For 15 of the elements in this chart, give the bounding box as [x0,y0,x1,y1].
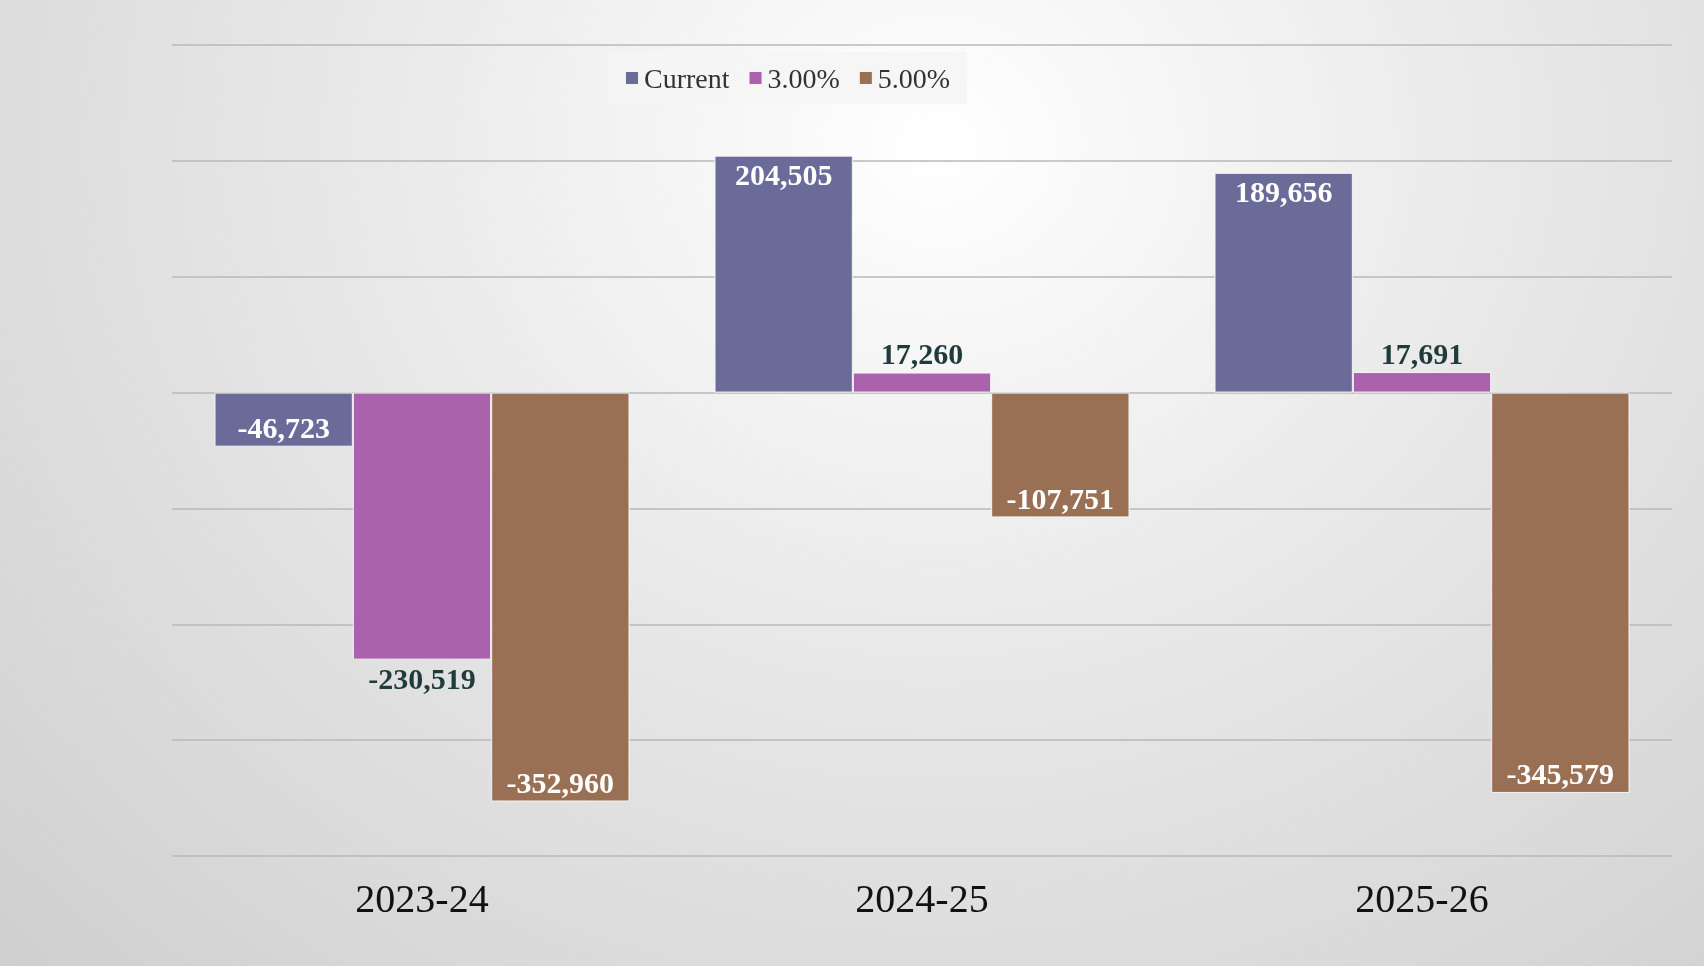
data-label: 204,505 [734,158,833,192]
legend-label: Current [644,62,730,94]
data-label: 17,260 [880,337,964,371]
data-label: -345,579 [1506,757,1615,791]
x-tick-label: 2025-26 [1355,875,1489,921]
legend-label: 3.00% [767,62,840,94]
data-label: -230,519 [368,662,476,696]
x-tick-label: 2023-24 [355,875,489,921]
data-label: -46,723 [237,411,330,445]
data-label: -107,751 [1006,481,1115,515]
legend-label: 5.00% [877,62,951,94]
data-label: -352,960 [506,766,615,799]
data-label: 17,691 [1380,336,1464,370]
x-tick-label: 2024-25 [855,875,989,921]
data-label: 189,656 [1234,175,1333,209]
